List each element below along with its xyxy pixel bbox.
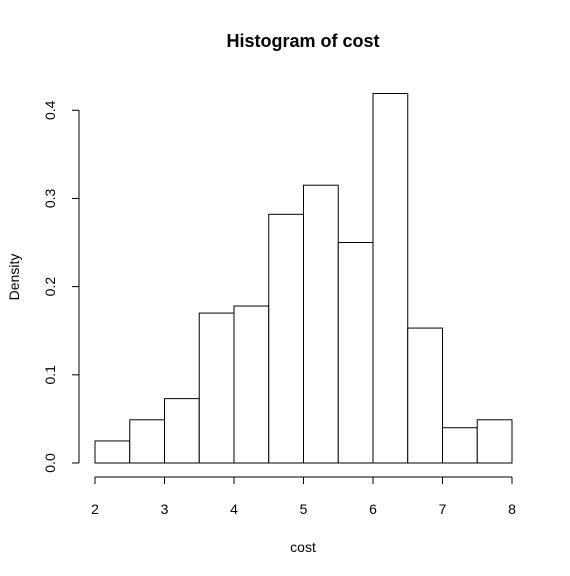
y-axis-label: Density [6,254,22,301]
histogram-bar [164,398,200,464]
histogram-bar [372,93,409,464]
histogram-bar [129,419,165,464]
y-tick-label: 0.4 [42,100,58,120]
histogram-bar [94,440,131,464]
x-tick-label: 5 [300,501,308,517]
x-tick-label: 2 [91,501,99,517]
histogram-bar [198,312,235,464]
y-tick-label: 0.1 [42,365,58,385]
x-tick-label: 3 [161,501,169,517]
histogram-bar [476,419,513,464]
x-tick-label: 7 [439,501,447,517]
y-axis: 0.0 0.1 0.2 0.3 0.4 [42,100,80,473]
histogram-bar [442,427,478,464]
histogram-bar [407,327,443,464]
y-tick-label: 0.2 [42,277,58,297]
y-tick-label: 0.0 [42,453,58,473]
histogram-bar [337,242,374,464]
x-tick-label: 6 [369,501,377,517]
x-axis-label: cost [290,539,316,555]
x-axis: 2 3 4 5 6 7 8 [91,476,516,517]
x-tick-label: 4 [230,501,238,517]
x-tick-label: 8 [508,501,516,517]
bars-group [94,93,513,464]
histogram-bar [233,305,270,464]
histogram-bar [268,213,304,464]
histogram-bar [303,184,339,464]
y-tick-label: 0.3 [42,189,58,209]
chart-title: Histogram of cost [226,31,379,51]
